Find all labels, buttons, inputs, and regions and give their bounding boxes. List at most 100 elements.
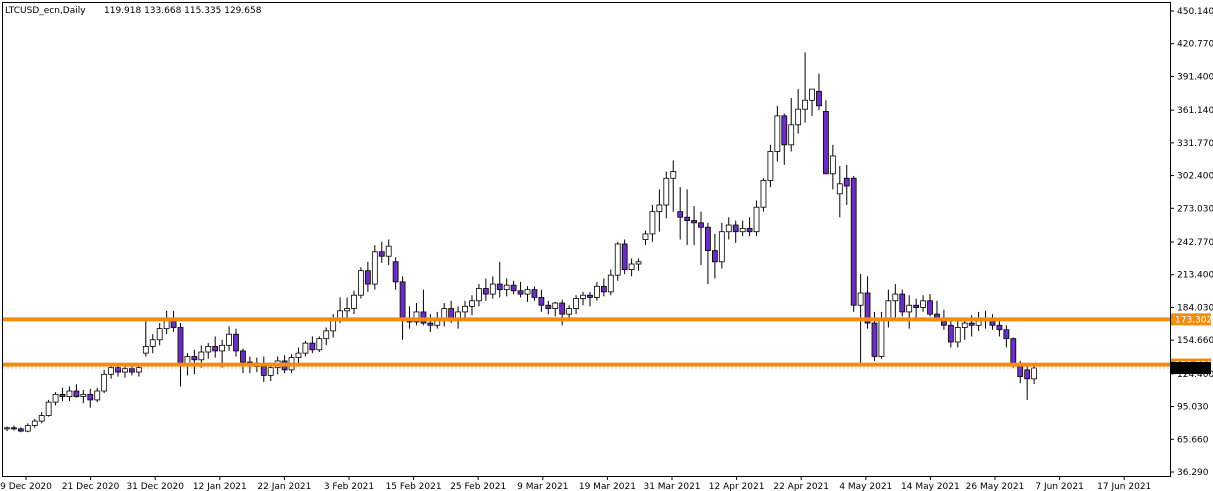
candle	[24, 423, 31, 433]
candle	[607, 269, 614, 296]
candle	[836, 165, 843, 218]
candle	[670, 160, 677, 212]
candle	[684, 189, 691, 246]
bearish-candle-body	[510, 284, 517, 292]
bearish-candle-body	[538, 297, 545, 306]
bullish-candle-body	[760, 180, 767, 208]
bullish-candle-body	[670, 171, 677, 179]
bearish-candle-body	[399, 281, 406, 322]
candle	[344, 297, 350, 319]
candle	[517, 281, 524, 298]
bearish-candle-body	[871, 322, 878, 357]
candle	[496, 261, 503, 298]
bearish-candle-body	[87, 393, 94, 401]
bearish-candle-body	[115, 367, 121, 373]
bearish-candle-body	[746, 227, 753, 233]
bearish-candle-body	[427, 322, 434, 326]
candle	[510, 280, 517, 295]
bullish-candle-body	[198, 351, 205, 361]
candle	[753, 200, 760, 237]
candle	[573, 295, 579, 315]
candle	[698, 211, 704, 266]
candle	[4, 426, 10, 432]
bullish-candle-body	[135, 367, 142, 373]
bearish-candle-body	[843, 177, 850, 187]
x-axis: 9 Dec 2020 21 Dec 2020 31 Dec 2020 12 Jan 2…	[0, 476, 1151, 491]
candle	[892, 284, 899, 318]
candle	[767, 144, 774, 188]
candle	[413, 303, 420, 326]
x-tick-label: 12 Jan 2021	[193, 482, 247, 491]
current-price-tag	[1171, 361, 1211, 374]
candle	[226, 326, 232, 351]
candle	[129, 365, 135, 376]
y-tick-label: 242.770	[1177, 238, 1213, 248]
bullish-candle-body	[628, 263, 635, 270]
candle	[906, 295, 913, 329]
candle	[587, 291, 593, 307]
bearish-candle-body	[698, 222, 704, 228]
x-tick-label: 9 Dec 2020	[0, 482, 52, 491]
candle	[802, 52, 808, 123]
candle	[760, 178, 767, 212]
bearish-candle-body	[781, 115, 788, 146]
bearish-candle-body	[1024, 369, 1031, 380]
bullish-candle-body	[642, 233, 649, 240]
bullish-candle-body	[52, 393, 59, 403]
candle	[524, 286, 531, 302]
bullish-candle-body	[413, 311, 420, 323]
bullish-candle-body	[323, 330, 330, 340]
bullish-candle-body	[108, 367, 114, 375]
candle	[691, 206, 697, 246]
bearish-candle-body	[850, 177, 857, 306]
bullish-candle-body	[205, 346, 212, 353]
bullish-candle-body	[774, 115, 781, 152]
y-tick-label: 302.400	[1177, 172, 1213, 182]
bullish-candle-body	[607, 274, 614, 293]
candle	[823, 100, 829, 175]
candle	[80, 389, 87, 404]
y-tick-label: 124.400	[1177, 370, 1213, 380]
bearish-candle-body	[621, 243, 628, 270]
candle	[482, 278, 489, 301]
candle	[746, 217, 753, 237]
bearish-candle-body	[587, 294, 593, 298]
level-price-tag	[1171, 313, 1211, 326]
level-price-label: 173.302	[1175, 315, 1212, 325]
support-resistance-levels: 173.302132.739	[3, 313, 1212, 371]
candle	[635, 258, 642, 271]
bullish-candle-body	[163, 320, 170, 330]
candle	[580, 291, 586, 306]
bearish-candle-body	[941, 320, 947, 326]
bullish-candle-body	[101, 373, 108, 392]
candle	[795, 89, 802, 134]
candle	[809, 88, 815, 116]
y-tick-label: 65.660	[1177, 435, 1209, 445]
bullish-candle-body	[753, 206, 760, 233]
plot-frame	[2, 2, 1171, 477]
bullish-candle-body	[573, 298, 579, 309]
bullish-candle-body	[476, 288, 482, 302]
bullish-candle-body	[524, 289, 531, 295]
bearish-candle-body	[927, 300, 933, 315]
symbol-label: LTCUSD_ecn,Daily	[5, 6, 86, 16]
candle	[642, 230, 649, 246]
candle	[489, 276, 496, 299]
bearish-candle-body	[364, 270, 371, 285]
x-tick-label: 4 May 2021	[839, 482, 892, 491]
bullish-candle-body	[725, 224, 732, 233]
y-tick-label: 184.030	[1177, 303, 1213, 313]
candle	[17, 427, 24, 433]
x-tick-label: 31 Mar 2021	[643, 482, 700, 491]
candle	[843, 164, 850, 205]
bearish-candle-body	[1010, 338, 1017, 365]
candle	[816, 73, 822, 111]
candle	[351, 290, 357, 315]
bearish-candle-body	[482, 288, 489, 295]
candle	[614, 241, 621, 281]
x-tick-label: 12 Apr 2021	[709, 482, 765, 491]
y-tick-label: 391.400	[1177, 72, 1213, 82]
candle	[427, 314, 434, 332]
bearish-candle-body	[705, 226, 711, 252]
